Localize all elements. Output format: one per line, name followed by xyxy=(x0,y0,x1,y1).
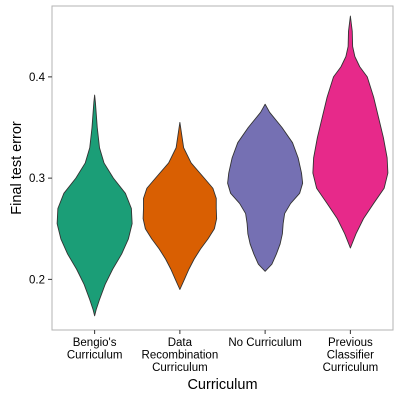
y-tick-label: 0.2 xyxy=(29,274,45,286)
violin-3 xyxy=(227,103,304,272)
y-axis-title: Final test error xyxy=(9,121,25,215)
violin-4 xyxy=(312,15,389,249)
x-category-label: Data Recombination Curriculum xyxy=(142,337,219,374)
x-category-label: Bengio's Curriculum xyxy=(67,337,123,362)
y-axis: 0.2 0.3 0.4 xyxy=(29,72,52,286)
violin-layer xyxy=(56,15,389,317)
y-tick-label: 0.4 xyxy=(29,72,46,84)
x-axis: Bengio's Curriculum Data Recombination Curri… xyxy=(67,330,378,374)
y-tick-label: 0.3 xyxy=(29,173,45,185)
x-axis-title: Curriculum xyxy=(187,377,257,393)
x-category-label: Previous Classifier Curriculum xyxy=(323,337,379,374)
violin-1 xyxy=(56,94,133,317)
violin-2 xyxy=(142,121,218,290)
x-category-label: No Curriculum xyxy=(228,337,302,349)
